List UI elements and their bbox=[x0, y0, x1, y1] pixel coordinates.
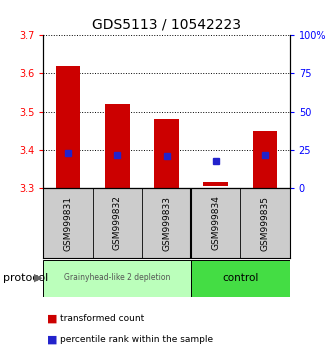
Title: GDS5113 / 10542223: GDS5113 / 10542223 bbox=[92, 17, 241, 32]
Text: ■: ■ bbox=[47, 335, 57, 345]
Text: control: control bbox=[222, 273, 259, 283]
Text: ■: ■ bbox=[47, 314, 57, 324]
Bar bbox=[191, 260, 290, 297]
Bar bbox=[253, 131, 277, 188]
Bar bbox=[203, 182, 228, 186]
Bar bbox=[154, 119, 179, 188]
Bar bbox=[56, 66, 80, 188]
Bar bbox=[43, 260, 191, 297]
Text: transformed count: transformed count bbox=[60, 314, 144, 323]
Text: GSM999835: GSM999835 bbox=[260, 195, 270, 251]
Text: GSM999831: GSM999831 bbox=[63, 195, 73, 251]
Bar bbox=[105, 104, 130, 188]
Text: Grainyhead-like 2 depletion: Grainyhead-like 2 depletion bbox=[64, 273, 170, 282]
Text: GSM999833: GSM999833 bbox=[162, 195, 171, 251]
Text: ▶: ▶ bbox=[34, 273, 43, 283]
Text: GSM999834: GSM999834 bbox=[211, 195, 220, 251]
Text: GSM999832: GSM999832 bbox=[113, 195, 122, 251]
Text: protocol: protocol bbox=[3, 273, 49, 283]
Text: percentile rank within the sample: percentile rank within the sample bbox=[60, 335, 213, 344]
